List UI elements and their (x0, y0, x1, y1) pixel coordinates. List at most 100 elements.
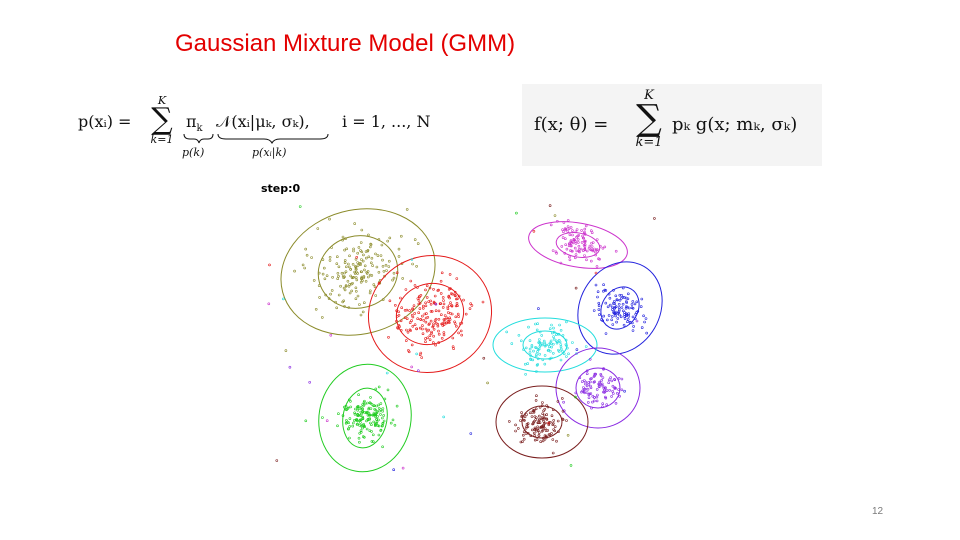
data-point (614, 314, 617, 318)
data-point (360, 277, 363, 281)
data-point (356, 272, 359, 275)
data-point (383, 274, 386, 278)
data-point (571, 233, 574, 237)
data-point (633, 302, 637, 306)
data-point (420, 356, 423, 359)
data-point (323, 266, 326, 270)
data-point (592, 309, 596, 312)
data-point (536, 350, 539, 353)
data-point (358, 407, 362, 410)
data-point (532, 431, 536, 435)
data-point (329, 333, 333, 337)
data-point (442, 333, 446, 337)
data-point (368, 401, 372, 404)
data-point (329, 292, 332, 296)
data-point (635, 319, 639, 323)
data-point (505, 330, 509, 334)
data-point (429, 299, 432, 303)
data-point (416, 242, 420, 245)
cluster-6-inner-ellipse (522, 330, 568, 360)
data-point (610, 315, 614, 318)
data-point (571, 241, 575, 245)
data-point (533, 428, 536, 431)
data-point (424, 340, 427, 343)
data-point (514, 423, 517, 427)
data-point (442, 323, 446, 326)
data-point (595, 248, 599, 251)
data-point (407, 350, 411, 354)
cluster-4-inner-ellipse (555, 232, 601, 258)
data-point (417, 302, 421, 306)
data-point (623, 315, 627, 318)
data-point (442, 318, 446, 321)
data-point (424, 304, 428, 308)
data-point (589, 386, 593, 390)
data-point (380, 424, 384, 428)
data-point (321, 416, 324, 419)
data-point (507, 420, 511, 423)
data-point (581, 389, 585, 392)
data-point (621, 302, 625, 306)
data-point (410, 258, 414, 261)
data-point (542, 420, 546, 423)
data-point (626, 292, 630, 296)
data-point (408, 328, 412, 332)
data-point (601, 246, 605, 250)
data-point (541, 426, 545, 429)
data-point (449, 312, 452, 315)
data-point (381, 258, 384, 262)
data-point (432, 341, 435, 344)
data-point (535, 346, 538, 350)
data-point (571, 341, 574, 344)
data-point (440, 337, 444, 340)
data-point (617, 308, 621, 312)
data-point (534, 399, 538, 402)
data-point (596, 295, 599, 299)
data-point (432, 328, 436, 331)
data-point (522, 418, 526, 422)
data-point (368, 291, 372, 295)
data-point (558, 323, 561, 327)
data-point (537, 414, 541, 418)
data-point (330, 289, 334, 292)
data-point (627, 306, 631, 310)
data-point (602, 283, 605, 286)
data-point (344, 270, 348, 273)
data-point (424, 316, 428, 320)
cluster-2-outer-ellipse (367, 255, 493, 373)
data-point (635, 300, 639, 304)
data-point (445, 321, 448, 325)
data-point (573, 246, 577, 250)
data-point (382, 414, 385, 417)
data-point (443, 318, 447, 321)
data-point (267, 302, 271, 306)
data-point (614, 249, 618, 253)
data-point (605, 389, 609, 392)
data-point (413, 238, 417, 241)
data-point (413, 312, 416, 315)
data-point (348, 425, 351, 428)
data-point (361, 407, 364, 410)
data-point (623, 389, 626, 393)
data-point (604, 301, 608, 305)
data-point (548, 327, 552, 330)
data-point (519, 419, 522, 422)
data-point (583, 245, 587, 248)
data-point (566, 230, 570, 233)
data-point (377, 424, 381, 428)
data-point (626, 297, 630, 301)
data-point (400, 306, 403, 309)
data-point (356, 414, 359, 417)
data-point (439, 279, 443, 283)
data-point (316, 227, 320, 230)
data-point (415, 352, 418, 356)
data-point (597, 304, 601, 307)
data-point (366, 410, 369, 414)
data-point (369, 289, 372, 293)
data-point (534, 407, 538, 411)
data-point (456, 297, 459, 301)
data-point (359, 429, 363, 432)
data-point (565, 247, 569, 251)
data-point (380, 243, 384, 247)
data-point (543, 362, 547, 366)
